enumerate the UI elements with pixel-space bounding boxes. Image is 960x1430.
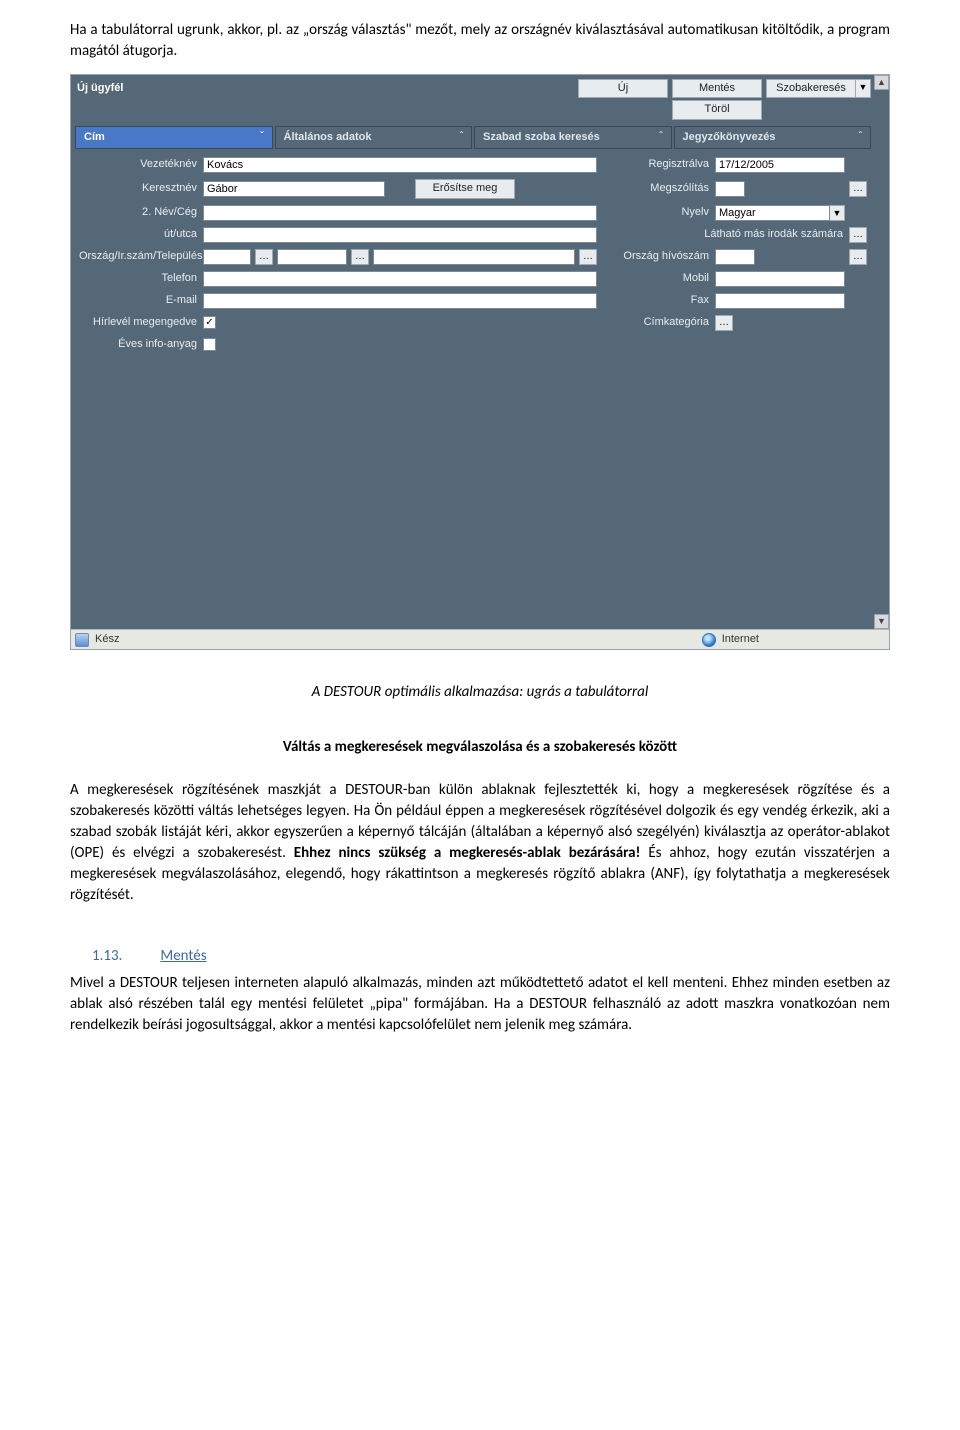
utca-input[interactable] — [203, 227, 597, 243]
mobil-input[interactable] — [715, 271, 845, 287]
chevron-up-icon: ˆ — [460, 130, 463, 144]
keresztnev-input[interactable]: Gábor — [203, 181, 385, 197]
tab-label: Általános adatok — [284, 130, 372, 145]
form-grid: Vezetéknév Kovács Regisztrálva 17/12/200… — [79, 157, 871, 352]
nev2-input[interactable] — [203, 205, 597, 221]
email-input[interactable] — [203, 293, 597, 309]
status-internet: Internet — [722, 632, 759, 647]
tab-label: Cím — [84, 130, 105, 145]
globe-icon — [702, 633, 716, 647]
window-title: Új ügyfél — [77, 81, 123, 96]
megszolitas-lookup-button[interactable]: … — [849, 181, 867, 197]
telefon-input[interactable] — [203, 271, 597, 287]
label-orszaghiv: Ország hívószám — [601, 249, 711, 264]
label-evesinfo: Éves info-anyag — [79, 337, 199, 352]
section-title: Mentés — [160, 946, 206, 967]
app-window: ▲ Új ügyfél Új Mentés Szobakeresés ▼ Tör… — [70, 74, 890, 650]
body-paragraph-2: Mivel a DESTOUR teljesen interneten alap… — [70, 973, 890, 1036]
status-bar: Kész Internet — [71, 629, 889, 649]
orszag-lookup-button[interactable]: … — [255, 249, 273, 265]
tab-jegyzo[interactable]: Jegyzőkönyvezés ˆ — [674, 126, 872, 149]
irszam-lookup-button[interactable]: … — [351, 249, 369, 265]
tab-altalanos[interactable]: Általános adatok ˆ — [275, 126, 473, 149]
tab-label: Szabad szoba keresés — [483, 130, 600, 145]
evesinfo-checkbox[interactable] — [203, 338, 216, 351]
body-paragraph-1: A megkeresések rögzítésének maszkját a D… — [70, 780, 890, 906]
toolbar-row-2: Töröl — [71, 100, 889, 125]
label-cimkat: Címkategória — [601, 315, 711, 330]
label-nev2: 2. Név/Cég — [79, 205, 199, 220]
orszaghiv-lookup-button[interactable]: … — [849, 249, 867, 265]
italic-caption: A DESTOUR optimális alkalmazása: ugrás a… — [70, 682, 890, 703]
new-button[interactable]: Új — [578, 79, 668, 98]
label-utca: út/utca — [79, 227, 199, 242]
chevron-up-icon: ˆ — [659, 130, 662, 144]
roomsearch-button[interactable]: Szobakeresés — [766, 79, 856, 98]
hirlevel-checkbox[interactable]: ✓ — [203, 316, 216, 329]
orszaghiv-input[interactable] — [715, 249, 755, 265]
megszolitas-input[interactable] — [715, 181, 745, 197]
label-hirlevel: Hírlevél megengedve — [79, 315, 199, 330]
label-vezeteknev: Vezetéknév — [79, 157, 199, 172]
tab-cim[interactable]: Cím ˇ — [75, 126, 273, 149]
irszam-input[interactable] — [277, 249, 347, 265]
status-kesz: Kész — [95, 632, 119, 647]
delete-button[interactable]: Töröl — [672, 100, 762, 119]
label-fax: Fax — [601, 293, 711, 308]
page-icon — [75, 633, 89, 647]
para1-bold: Ehhez nincs szükség a megkeresés-ablak b… — [294, 844, 641, 862]
orszag-input[interactable] — [203, 249, 251, 265]
chevron-up-icon: ˆ — [859, 130, 862, 144]
regisztralva-input[interactable]: 17/12/2005 — [715, 157, 845, 173]
section-heading: 1.13. Mentés — [92, 946, 890, 967]
label-keresztnev: Keresztnév — [79, 181, 199, 196]
vezeteknev-input[interactable]: Kovács — [203, 157, 597, 173]
cimkat-lookup-button[interactable]: … — [715, 315, 733, 331]
label-lathato: Látható más irodák számára — [601, 227, 845, 242]
erositse-button[interactable]: Erősítse meg — [415, 179, 515, 198]
label-email: E-mail — [79, 293, 199, 308]
nyelv-input[interactable]: Magyar — [715, 205, 830, 221]
label-telefon: Telefon — [79, 271, 199, 286]
chevron-down-icon: ˇ — [260, 130, 263, 144]
nyelv-dropdown-icon[interactable]: ▼ — [830, 205, 845, 221]
tab-label: Jegyzőkönyvezés — [683, 130, 776, 145]
save-button[interactable]: Mentés — [672, 79, 762, 98]
form-area: Vezetéknév Kovács Regisztrálva 17/12/200… — [71, 149, 889, 369]
scroll-down[interactable]: ▼ — [874, 614, 889, 629]
telepules-lookup-button[interactable]: … — [579, 249, 597, 265]
scroll-up[interactable]: ▲ — [874, 75, 889, 90]
label-megszolitas: Megszólítás — [601, 181, 711, 196]
empty-body — [71, 369, 889, 629]
lathato-lookup-button[interactable]: … — [849, 227, 867, 243]
intro-paragraph: Ha a tabulátorral ugrunk, akkor, pl. az … — [70, 20, 890, 62]
roomsearch-dropdown-icon[interactable]: ▼ — [856, 79, 871, 98]
tab-szoba[interactable]: Szabad szoba keresés ˆ — [474, 126, 672, 149]
section-number: 1.13. — [92, 946, 122, 967]
bold-heading: Váltás a megkeresések megválaszolása és … — [70, 737, 890, 758]
label-mobil: Mobil — [601, 271, 711, 286]
label-orszagir: Ország/Ir.szám/Település — [79, 249, 199, 264]
telepules-input[interactable] — [373, 249, 575, 265]
fax-input[interactable] — [715, 293, 845, 309]
tabs: Cím ˇ Általános adatok ˆ Szabad szoba ke… — [71, 126, 889, 149]
title-bar: Új ügyfél Új Mentés Szobakeresés ▼ — [71, 75, 889, 100]
label-regisztralva: Regisztrálva — [601, 157, 711, 172]
label-nyelv: Nyelv — [601, 205, 711, 220]
